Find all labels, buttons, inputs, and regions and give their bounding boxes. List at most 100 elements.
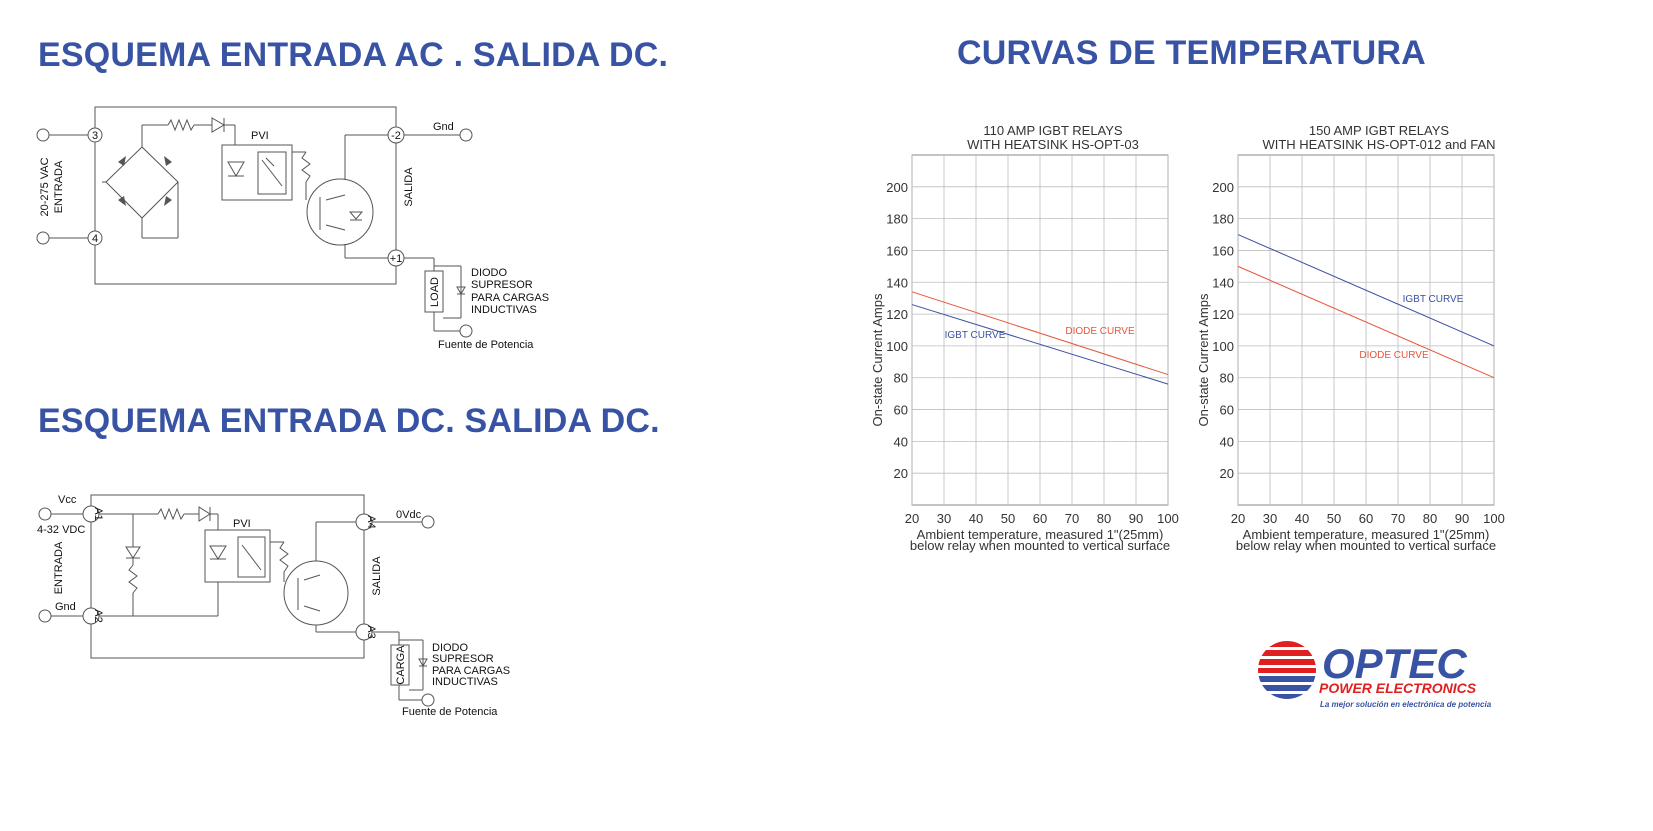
series-label: IGBT CURVE xyxy=(945,330,1006,341)
entrada-label: ENTRADA xyxy=(53,541,65,594)
ovdc-label: 0Vdc xyxy=(396,509,422,521)
y-tick-label: 20 xyxy=(1220,466,1234,481)
input-diode-icon xyxy=(125,546,141,559)
y-tick-label: 80 xyxy=(894,371,908,386)
chart-title: WITH HEATSINK HS-OPT-03 xyxy=(967,137,1139,152)
led-icon xyxy=(227,161,245,178)
dc-gnd-label: Gnd xyxy=(55,601,76,613)
pin-neg-2-label: -2 xyxy=(391,130,401,142)
x-tick-label: 30 xyxy=(1263,511,1277,526)
x-tick-label: 80 xyxy=(1097,511,1111,526)
carga-label: CARGA xyxy=(395,645,407,685)
input-voltage-label: 20-275 VAC xyxy=(39,157,51,216)
dc-igbt-icon xyxy=(283,560,349,626)
pin-a1-label: A1 xyxy=(92,507,104,520)
gnd-label: Gnd xyxy=(433,121,454,133)
salida-label: SALIDA xyxy=(403,167,415,207)
dc-source-label: Fuente de Potencia xyxy=(402,706,498,718)
y-tick-label: 200 xyxy=(1212,180,1234,195)
series-label: IGBT CURVE xyxy=(1403,294,1464,305)
diode-label-3: PARA CARGAS xyxy=(471,292,549,304)
pin-pos-1-label: +1 xyxy=(390,253,403,265)
y-tick-label: 100 xyxy=(886,339,908,354)
vdc-range-label: 4-32 VDC xyxy=(37,524,85,536)
y-tick-label: 20 xyxy=(894,466,908,481)
x-axis-label: below relay when mounted to vertical sur… xyxy=(910,538,1170,553)
y-tick-label: 160 xyxy=(1212,243,1234,258)
series-line-diode xyxy=(911,291,1169,376)
y-tick-label: 160 xyxy=(886,243,908,258)
vcc-terminal xyxy=(38,507,52,521)
y-tick-label: 60 xyxy=(894,403,908,418)
dc-pvi-label: PVI xyxy=(233,518,251,530)
source-terminal xyxy=(459,324,473,338)
series-line-diode xyxy=(1237,265,1495,379)
heading-curves: CURVAS DE TEMPERATURA xyxy=(957,34,1426,72)
y-tick-label: 140 xyxy=(886,275,908,290)
diode-label-4: INDUCTIVAS xyxy=(471,304,537,316)
diode-series xyxy=(211,117,225,133)
dc-diode-label-2: SUPRESOR xyxy=(432,653,494,665)
schematic-ac-input: 3 4 20-275 VAC ENTRADA PVI -2 +1 SALIDA xyxy=(36,106,549,351)
input-terminal-2 xyxy=(36,231,50,245)
y-tick-label: 60 xyxy=(1220,403,1234,418)
pvi-block xyxy=(221,144,293,201)
heading-dc-dc: ESQUEMA ENTRADA DC. SALIDA DC. xyxy=(38,402,660,440)
x-axis-label: below relay when mounted to vertical sur… xyxy=(1236,538,1496,553)
suppressor-diode-icon xyxy=(456,286,466,296)
pvi-label: PVI xyxy=(251,130,269,142)
carga-box xyxy=(390,644,410,686)
x-axis-label: Ambient temperature, measured 1"(25mm) xyxy=(917,527,1164,542)
pin-3-label: 3 xyxy=(92,130,98,142)
x-tick-label: 40 xyxy=(1295,511,1309,526)
y-tick-label: 40 xyxy=(1220,434,1234,449)
dc-pvi-block xyxy=(204,529,271,583)
load-label: LOAD xyxy=(429,277,441,307)
x-tick-label: 100 xyxy=(1483,511,1505,526)
x-tick-label: 50 xyxy=(1327,511,1341,526)
x-tick-label: 30 xyxy=(937,511,951,526)
chart-title: 110 AMP IGBT RELAYS xyxy=(983,123,1123,138)
source-label: Fuente de Potencia xyxy=(438,339,534,351)
y-tick-label: 180 xyxy=(886,212,908,227)
pin-a2-label: A2 xyxy=(92,609,104,622)
input-entrada-label: ENTRADA xyxy=(53,160,65,213)
dc-gnd-terminal xyxy=(38,609,52,623)
y-tick-label: 140 xyxy=(1212,275,1234,290)
pin-4-label: 4 xyxy=(92,233,98,245)
x-tick-label: 60 xyxy=(1033,511,1047,526)
y-tick-label: 120 xyxy=(886,307,908,322)
series-label: DIODE CURVE xyxy=(1065,326,1135,337)
ovdc-terminal xyxy=(421,515,435,529)
x-tick-label: 90 xyxy=(1129,511,1143,526)
dc-resistor xyxy=(157,507,185,521)
x-tick-label: 50 xyxy=(1001,511,1015,526)
igbt-icon xyxy=(306,178,374,246)
diode-label-2: SUPRESOR xyxy=(471,279,533,291)
globe-icon xyxy=(1258,641,1316,699)
x-tick-label: 90 xyxy=(1455,511,1469,526)
optec-logo: OPTEC POWER ELECTRONICS La mejor solució… xyxy=(1258,640,1492,709)
series-line-igbt xyxy=(911,304,1169,385)
schematic-dc-input: Vcc 4-32 VDC ENTRADA Gnd A1 A2 PVI A4 A3… xyxy=(37,494,510,718)
series-label: DIODE CURVE xyxy=(1359,350,1429,361)
temperature-charts: 20 30 40 50 60 70 80 90 100 20 40 60 80 100 120 140 160 1… xyxy=(870,123,1505,553)
x-tick-label: 20 xyxy=(905,511,919,526)
resistor xyxy=(167,118,195,132)
dc-diode-label-3: PARA CARGAS xyxy=(432,665,510,677)
logo-subtitle: POWER ELECTRONICS xyxy=(1319,680,1477,696)
chart-title: 150 AMP IGBT RELAYS xyxy=(1309,123,1450,138)
pin-4 xyxy=(87,230,103,246)
dc-suppressor-diode-icon xyxy=(418,658,428,668)
x-tick-label: 70 xyxy=(1391,511,1405,526)
x-tick-label: 70 xyxy=(1065,511,1079,526)
logo-tagline: La mejor solución en electrónica de pote… xyxy=(1320,700,1492,709)
x-tick-label: 40 xyxy=(969,511,983,526)
x-tick-label: 60 xyxy=(1359,511,1373,526)
y-tick-label: 40 xyxy=(894,434,908,449)
y-tick-label: 120 xyxy=(1212,307,1234,322)
heading-ac-dc: ESQUEMA ENTRADA AC . SALIDA DC. xyxy=(38,36,669,74)
y-tick-label: 100 xyxy=(1212,339,1234,354)
x-tick-label: 100 xyxy=(1157,511,1179,526)
x-tick-label: 80 xyxy=(1423,511,1437,526)
